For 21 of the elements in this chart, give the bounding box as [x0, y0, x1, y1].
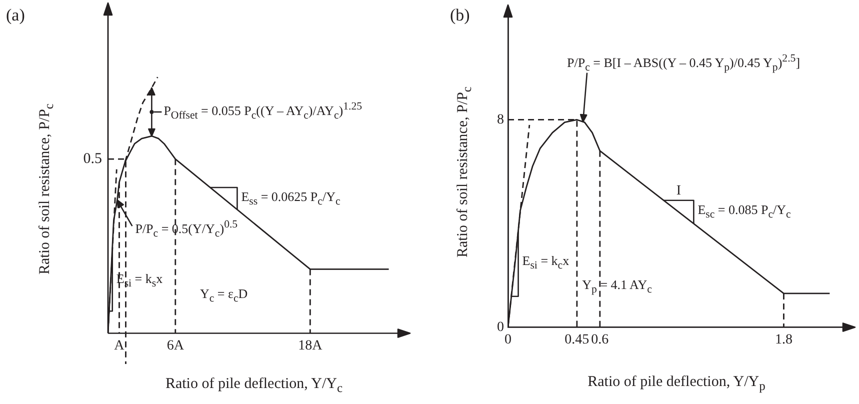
annotation: P/P$_{c}$ = 0.5(Y/Y$_{c}$)$^{0.5}$ [135, 218, 238, 240]
x-tick-label: 0.45 [564, 332, 590, 348]
annotation: E$_{ss}$ = 0.0625 P$_{c}$/Y$_{c}$ [241, 188, 340, 208]
y-tick-label: 8 [497, 112, 504, 128]
x-tick-label: A [114, 338, 126, 354]
annotation: Y$_{p}$ = 4.1 AY$_{c}$ [582, 276, 652, 296]
annotation: Y$_{c}$ = ε$_{c}$D [200, 286, 248, 306]
x-axis-title: Ratio of pile deflection, Y/Y$_{p}$ [588, 374, 766, 394]
annotation: E$_{si}$ = k$_{c}$x [522, 253, 570, 273]
chart-title: (a) [6, 6, 25, 26]
x-tick-label: 1.8 [774, 332, 792, 348]
x-axis-title: Ratio of pile deflection, Y/Y$_{c}$ [165, 376, 343, 396]
x-tick-label: 18A [298, 338, 324, 354]
chart-title: (b) [450, 6, 470, 26]
x-tick-label: 0.6 [591, 332, 609, 348]
text: P/P$_{c}$ = B[I – ABS((Y – 0.45 Y$_{p}$)/0.45 Y$_{p}$)$^{2.5}$] [567, 52, 800, 74]
text: 0.5 [83, 150, 102, 168]
annotation: E$_{sc}$ = 0.085 P$_{c}$/Y$_{c}$ [698, 202, 791, 222]
annotation: I [676, 184, 682, 200]
x-tick-label: 6A [166, 338, 185, 354]
text: P$_{Offset}$ = 0.055 P$_{c}$((Y – AY$_{c}$)/AY$_{c}$)$^{1.25}$ [164, 100, 362, 122]
